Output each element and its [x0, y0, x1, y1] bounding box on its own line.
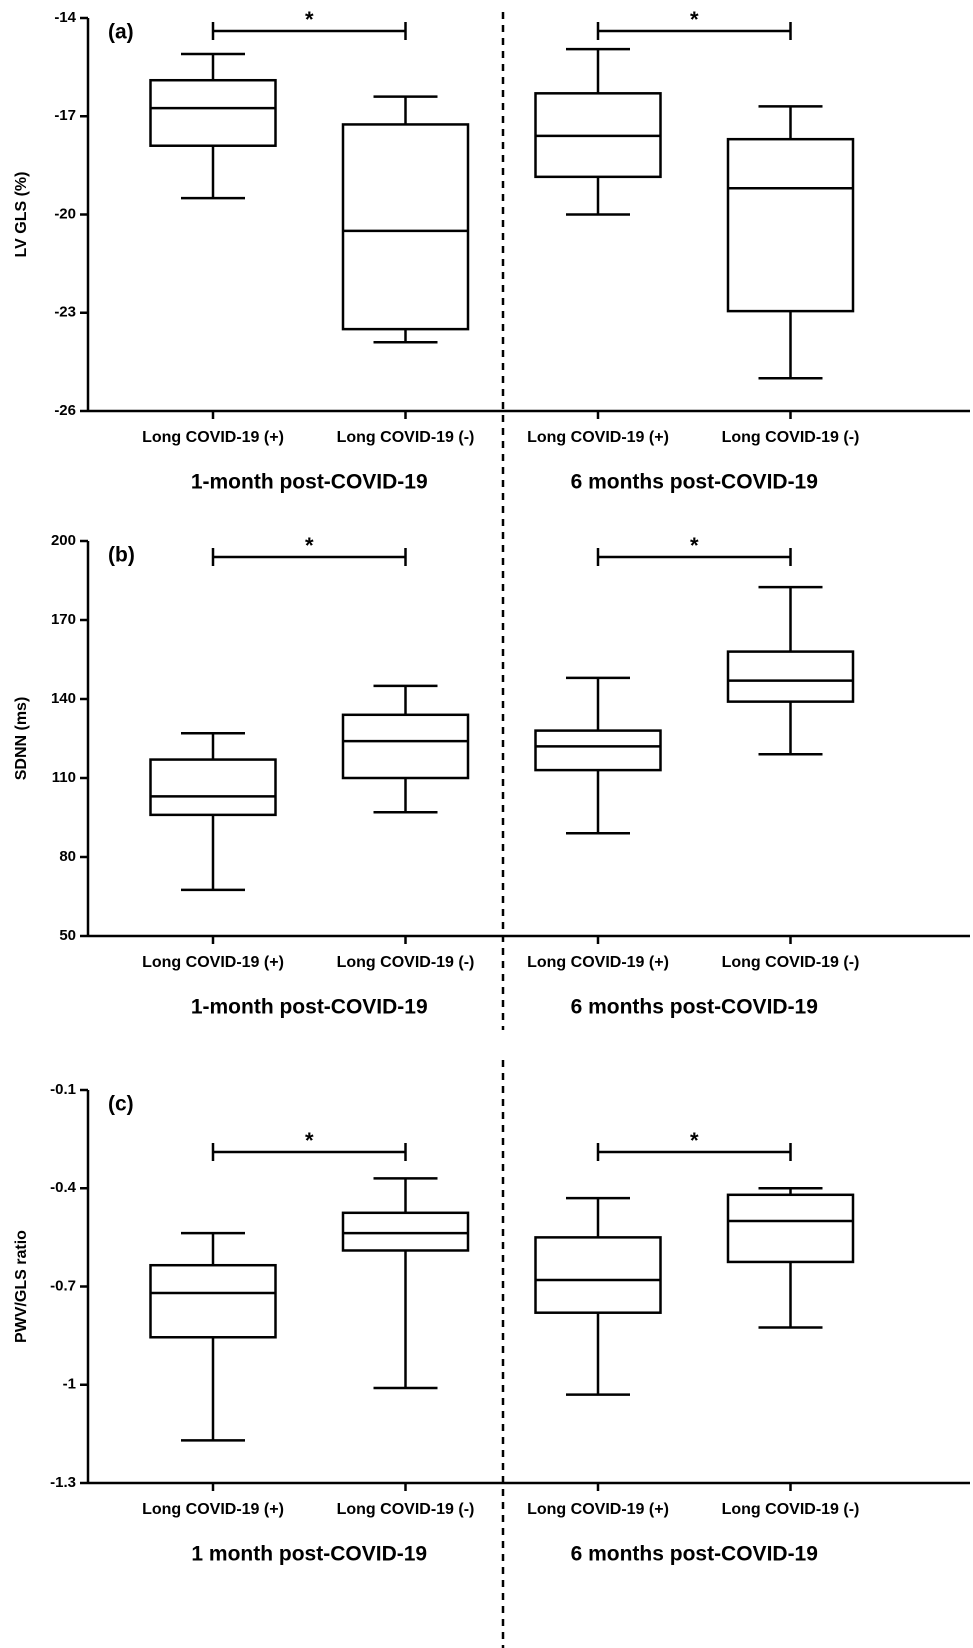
- y-tick-label: -14: [54, 9, 76, 26]
- box: [534, 729, 662, 772]
- x-tick-label: Long COVID-19 (+): [142, 1501, 284, 1518]
- significance-bracket: [596, 1143, 792, 1161]
- significance-bracket: [596, 22, 792, 40]
- significance-mark: *: [690, 1128, 699, 1153]
- significance-mark: *: [305, 1128, 314, 1153]
- group-label: 1 month post-COVID-19: [191, 1543, 427, 1566]
- x-tick-label: Long COVID-19 (+): [527, 954, 669, 971]
- box: [149, 78, 277, 147]
- y-tick-label: 200: [51, 532, 76, 549]
- y-tick-label: -23: [54, 304, 76, 321]
- significance-mark: *: [690, 7, 699, 32]
- x-tick-label: Long COVID-19 (+): [527, 429, 669, 446]
- y-tick-label: 80: [59, 848, 76, 865]
- x-tick-label: Long COVID-19 (-): [722, 429, 860, 446]
- significance-mark: *: [305, 533, 314, 558]
- y-tick-label: -0.4: [50, 1179, 77, 1196]
- x-tick-label: Long COVID-19 (-): [337, 954, 475, 971]
- y-axis-label: PWV/GLS ratio: [13, 1230, 30, 1343]
- panel-label: (b): [108, 544, 135, 567]
- group-label: 6 months post-COVID-19: [571, 1543, 818, 1566]
- significance-bracket: [211, 22, 407, 40]
- y-tick-label: 50: [59, 927, 76, 944]
- significance-mark: *: [305, 7, 314, 32]
- box: [534, 1236, 662, 1314]
- panel-label: (a): [108, 21, 134, 44]
- group-label: 1-month post-COVID-19: [191, 996, 428, 1019]
- box: [726, 1193, 855, 1264]
- x-tick-label: Long COVID-19 (+): [142, 954, 284, 971]
- x-tick-label: Long COVID-19 (-): [337, 1501, 475, 1518]
- y-tick-label: -0.1: [50, 1081, 76, 1098]
- box: [726, 137, 855, 313]
- y-axis-label: LV GLS (%): [13, 172, 30, 258]
- y-tick-label: 170: [51, 611, 76, 628]
- y-tick-label: -1: [63, 1376, 76, 1393]
- significance-bracket: [596, 548, 792, 566]
- y-tick-label: 110: [52, 769, 76, 786]
- panel-label: (c): [108, 1093, 134, 1116]
- group-label: 1-month post-COVID-19: [191, 471, 428, 494]
- y-tick-label: -17: [54, 107, 76, 124]
- x-tick-label: Long COVID-19 (-): [722, 954, 860, 971]
- box: [726, 650, 855, 703]
- x-tick-label: Long COVID-19 (-): [722, 1501, 860, 1518]
- box: [341, 1211, 470, 1252]
- y-tick-label: -20: [54, 205, 76, 222]
- y-tick-label: -1.3: [50, 1474, 76, 1491]
- box: [341, 123, 470, 331]
- x-tick-label: Long COVID-19 (+): [142, 429, 284, 446]
- significance-mark: *: [690, 533, 699, 558]
- significance-bracket: [211, 1143, 407, 1161]
- group-label: 6 months post-COVID-19: [571, 996, 818, 1019]
- y-tick-label: -26: [54, 402, 76, 419]
- box: [341, 713, 470, 780]
- x-tick-label: Long COVID-19 (+): [527, 1501, 669, 1518]
- significance-bracket: [211, 548, 407, 566]
- box: [149, 758, 277, 817]
- y-axis-label: SDNN (ms): [13, 697, 30, 781]
- y-tick-label: -0.7: [50, 1277, 76, 1294]
- box: [149, 1263, 277, 1339]
- y-tick-label: 140: [51, 690, 76, 707]
- group-label: 6 months post-COVID-19: [571, 471, 818, 494]
- x-tick-label: Long COVID-19 (-): [337, 429, 475, 446]
